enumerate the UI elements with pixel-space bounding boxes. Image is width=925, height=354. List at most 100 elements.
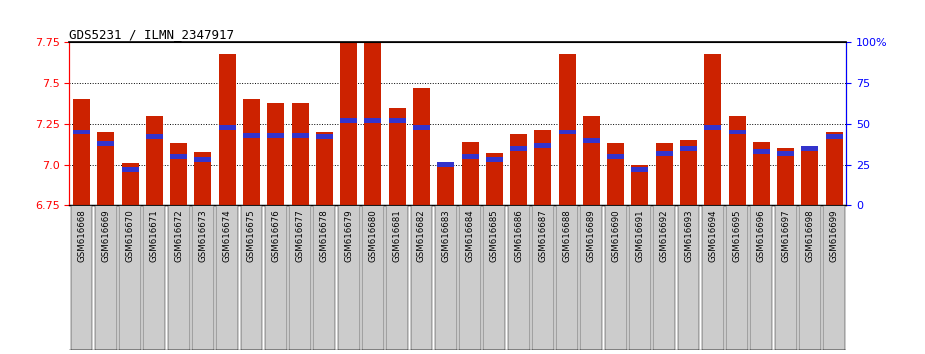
FancyBboxPatch shape <box>119 205 141 350</box>
Bar <box>559 54 575 205</box>
FancyBboxPatch shape <box>411 205 432 350</box>
Bar <box>583 138 600 143</box>
Bar <box>486 153 503 205</box>
Text: GSM616673: GSM616673 <box>199 210 207 262</box>
Bar <box>462 154 478 159</box>
Text: GSM616688: GSM616688 <box>562 210 572 262</box>
Bar <box>559 130 575 135</box>
Text: GSM616676: GSM616676 <box>271 210 280 262</box>
Text: GSM616680: GSM616680 <box>368 210 377 262</box>
Bar <box>535 130 551 205</box>
Bar <box>680 146 697 151</box>
FancyBboxPatch shape <box>387 205 408 350</box>
FancyBboxPatch shape <box>823 205 845 350</box>
Bar <box>607 143 624 205</box>
Bar <box>680 140 697 205</box>
FancyBboxPatch shape <box>216 205 238 350</box>
Text: GSM616679: GSM616679 <box>344 210 353 262</box>
Bar <box>583 116 600 205</box>
Text: GSM616697: GSM616697 <box>782 210 790 262</box>
FancyBboxPatch shape <box>508 205 529 350</box>
Text: GSM616671: GSM616671 <box>150 210 159 262</box>
Text: GSM616683: GSM616683 <box>441 210 450 262</box>
FancyBboxPatch shape <box>265 205 287 350</box>
Text: GSM616685: GSM616685 <box>490 210 499 262</box>
Text: GSM616696: GSM616696 <box>757 210 766 262</box>
Bar <box>656 143 672 205</box>
Bar <box>218 125 236 130</box>
Bar <box>632 165 648 205</box>
Bar <box>777 151 795 156</box>
Text: GSM616693: GSM616693 <box>684 210 693 262</box>
Text: GSM616677: GSM616677 <box>296 210 304 262</box>
Text: GSM616669: GSM616669 <box>102 210 110 262</box>
Bar <box>243 133 260 138</box>
Bar <box>340 118 357 123</box>
Bar <box>267 103 284 205</box>
Bar <box>121 163 139 205</box>
Bar <box>315 132 333 205</box>
FancyBboxPatch shape <box>95 205 117 350</box>
Bar <box>121 167 139 172</box>
FancyBboxPatch shape <box>167 205 190 350</box>
FancyBboxPatch shape <box>143 205 166 350</box>
Text: GSM616689: GSM616689 <box>587 210 596 262</box>
Bar <box>218 54 236 205</box>
FancyBboxPatch shape <box>459 205 481 350</box>
Bar <box>535 143 551 148</box>
Bar <box>194 157 212 162</box>
Bar <box>364 41 381 205</box>
Text: GSM616692: GSM616692 <box>660 210 669 262</box>
Bar <box>388 118 406 123</box>
Bar <box>146 135 163 139</box>
Text: GSM616695: GSM616695 <box>733 210 742 262</box>
Bar <box>607 154 624 159</box>
Bar <box>413 88 430 205</box>
Bar <box>340 41 357 205</box>
Text: GSM616668: GSM616668 <box>77 210 86 262</box>
Bar <box>656 151 672 156</box>
Bar <box>73 130 90 135</box>
Text: GSM616698: GSM616698 <box>806 210 814 262</box>
Text: GSM616674: GSM616674 <box>223 210 231 262</box>
Bar <box>704 125 722 130</box>
Text: GDS5231 / ILMN_2347917: GDS5231 / ILMN_2347917 <box>69 28 234 41</box>
Bar <box>777 148 795 205</box>
FancyBboxPatch shape <box>484 205 505 350</box>
Bar <box>97 141 115 146</box>
Text: GSM616670: GSM616670 <box>126 210 134 262</box>
Bar <box>97 132 115 205</box>
FancyBboxPatch shape <box>605 205 626 350</box>
FancyBboxPatch shape <box>532 205 554 350</box>
Bar <box>801 146 819 151</box>
Bar <box>291 133 309 138</box>
Bar <box>510 134 527 205</box>
FancyBboxPatch shape <box>192 205 214 350</box>
Text: GSM616684: GSM616684 <box>465 210 475 262</box>
FancyBboxPatch shape <box>702 205 723 350</box>
FancyBboxPatch shape <box>362 205 384 350</box>
Bar <box>73 99 90 205</box>
Bar <box>729 116 746 205</box>
FancyBboxPatch shape <box>750 205 772 350</box>
Bar <box>267 133 284 138</box>
Text: GSM616687: GSM616687 <box>538 210 548 262</box>
FancyBboxPatch shape <box>314 205 335 350</box>
Bar <box>438 163 454 205</box>
FancyBboxPatch shape <box>775 205 796 350</box>
Text: GSM616686: GSM616686 <box>514 210 523 262</box>
FancyBboxPatch shape <box>435 205 457 350</box>
FancyBboxPatch shape <box>290 205 311 350</box>
FancyBboxPatch shape <box>799 205 820 350</box>
Bar <box>632 167 648 172</box>
Bar <box>364 118 381 123</box>
Bar <box>146 116 163 205</box>
Bar <box>753 149 770 154</box>
Bar <box>510 146 527 151</box>
Bar <box>388 108 406 205</box>
Bar <box>462 142 478 205</box>
Bar <box>170 143 187 205</box>
Bar <box>826 135 843 139</box>
Text: GSM616672: GSM616672 <box>174 210 183 262</box>
Bar <box>243 99 260 205</box>
